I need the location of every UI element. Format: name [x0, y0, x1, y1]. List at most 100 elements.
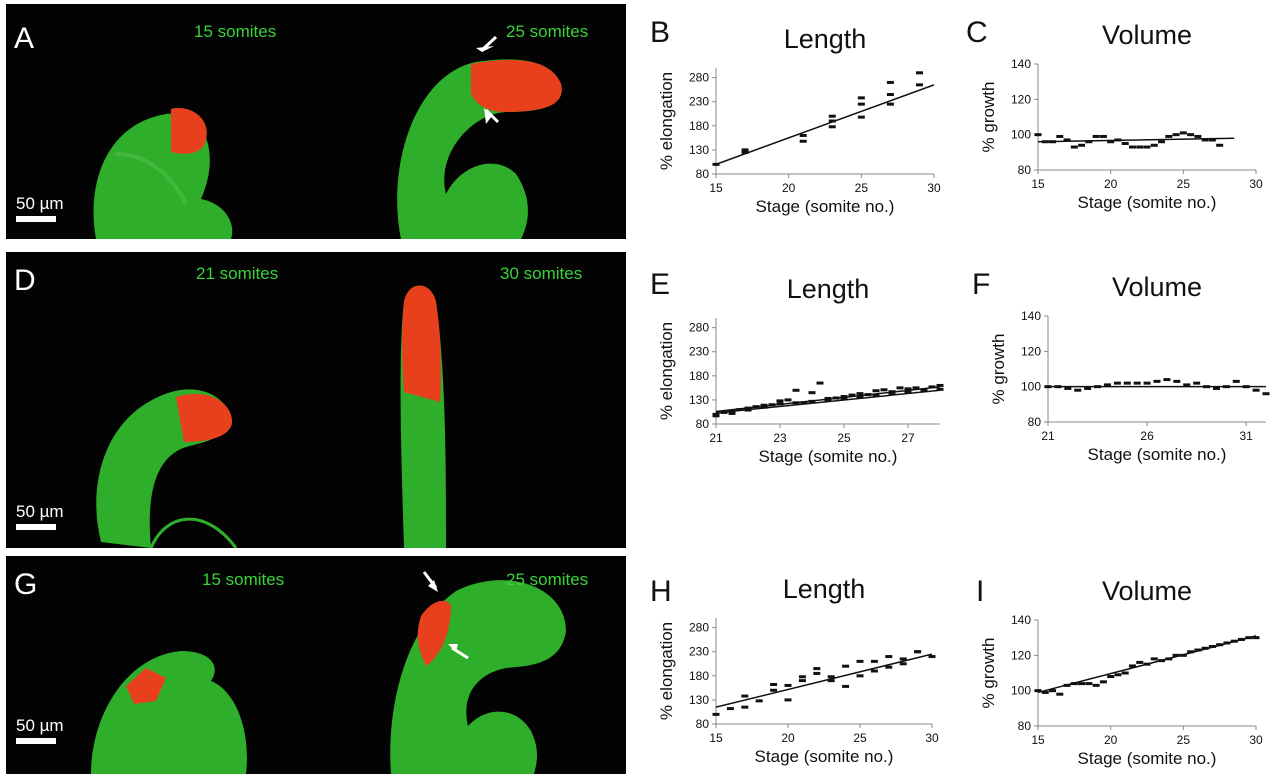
- chart-c-point: [1179, 131, 1187, 135]
- chart-e-point: [904, 387, 912, 391]
- chart-e-trendline-2: [715, 389, 941, 414]
- chart-b-point: [857, 102, 865, 106]
- chart-i-x-tick-label: 15: [1031, 733, 1045, 747]
- chart-e-y-tick-label: 230: [689, 345, 709, 359]
- photo-panel-a: A 15 somites 25 somites 50 µm: [6, 4, 626, 239]
- chart-h-point: [914, 650, 922, 654]
- chart-b-point: [741, 148, 749, 152]
- chart-e-x-tick-label: 27: [901, 431, 915, 445]
- chart-b-y-tick-label: 180: [689, 119, 709, 133]
- chart-f-x-tick-label: 21: [1041, 429, 1055, 443]
- chart-h-x-tick-label: 20: [781, 731, 795, 745]
- chart-f-point: [1133, 381, 1141, 385]
- chart-f-y-tick-label: 120: [1021, 344, 1041, 358]
- panel-letter-g: G: [14, 568, 38, 601]
- chart-i-point: [1092, 683, 1100, 687]
- embryo-image-g: [91, 571, 566, 774]
- chart-h-y-tick-label: 230: [689, 645, 709, 659]
- chart-b-point: [886, 80, 894, 84]
- chart-b-y-label: % elongation: [657, 72, 676, 170]
- chart-h-point: [928, 655, 936, 659]
- chart-i-point: [1128, 664, 1136, 668]
- chart-c-x-label: Stage (somite no.): [1078, 193, 1217, 212]
- chart-f-point: [1153, 379, 1161, 383]
- panel-letter-f: F: [972, 268, 991, 301]
- chart-c-point: [1165, 134, 1173, 138]
- embryo-image-d: [96, 285, 446, 548]
- chart-i-point: [1056, 692, 1064, 696]
- chart-f-title: Volume: [1112, 272, 1202, 302]
- chart-h-x-tick-label: 25: [853, 731, 867, 745]
- chart-e-point: [936, 383, 944, 387]
- chart-i-point: [1172, 653, 1180, 657]
- chart-e-point: [888, 392, 896, 396]
- chart-h-point: [856, 659, 864, 663]
- chart-f-point: [1084, 386, 1092, 390]
- chart-e-point: [904, 390, 912, 394]
- chart-e-x-label: Stage (somite no.): [759, 447, 898, 466]
- chart-f-y-tick-label: 100: [1021, 380, 1041, 394]
- stage-label-right: 30 somites: [500, 264, 583, 283]
- embryo-image-a: [93, 35, 562, 239]
- chart-c-point: [1136, 145, 1144, 149]
- chart-e-point: [848, 393, 856, 397]
- chart-h-point: [770, 682, 778, 686]
- chart-i-title: Volume: [1102, 576, 1192, 606]
- chart-c-y-label: % growth: [979, 82, 998, 153]
- chart-i-point: [1049, 689, 1057, 693]
- chart-b-x-label: Stage (somite no.): [756, 197, 895, 216]
- chart-i-y-tick-label: 140: [1011, 613, 1031, 627]
- chart-c-point: [1187, 133, 1195, 137]
- chart-h-point: [784, 698, 792, 702]
- chart-e-point: [840, 396, 848, 400]
- chart-e-point: [808, 391, 816, 395]
- stage-label-left: 21 somites: [196, 264, 279, 283]
- chart-f-point: [1103, 383, 1111, 387]
- panel-letter-c: C: [966, 16, 988, 49]
- chart-f-y-tick-label: 140: [1021, 309, 1041, 323]
- chart-i-point: [1114, 673, 1122, 677]
- chart-c-x-tick-label: 20: [1104, 177, 1118, 191]
- chart-h-y-tick-label: 180: [689, 669, 709, 683]
- panel-letter-i: I: [976, 575, 985, 608]
- chart-b-title: Length: [784, 24, 867, 54]
- chart-h-point: [755, 699, 763, 703]
- chart-h-point: [827, 679, 835, 683]
- chart-e-trendline: [715, 386, 941, 413]
- chart-h-trendline: [715, 653, 933, 708]
- chart-c-point: [1158, 140, 1166, 144]
- chart-h-point: [899, 657, 907, 661]
- chart-b-point: [828, 114, 836, 118]
- chart-f-point: [1262, 392, 1270, 396]
- chart-c-y-tick-label: 80: [1018, 163, 1032, 177]
- chart-b-point: [799, 139, 807, 143]
- chart-h-point: [712, 712, 720, 716]
- chart-f-point: [1074, 388, 1082, 392]
- chart-c-point: [1121, 142, 1129, 145]
- chart-h-point: [870, 669, 878, 673]
- chart-b-y-tick-label: 230: [689, 95, 709, 109]
- scale-bar: [16, 216, 56, 222]
- chart-b-x-tick-label: 25: [855, 181, 869, 195]
- chart-b-y-tick-label: 80: [696, 167, 710, 181]
- chart-e-x-tick-label: 21: [709, 431, 723, 445]
- chart-i-point: [1201, 646, 1209, 650]
- chart-e-point: [936, 387, 944, 391]
- chart-i-point: [1085, 682, 1093, 686]
- chart-h-point: [885, 665, 893, 669]
- chart-c-title: Volume: [1102, 20, 1192, 50]
- chart-i-trendline: [1037, 635, 1257, 694]
- chart-b-x-tick-label: 15: [709, 181, 723, 195]
- chart-h-point: [798, 679, 806, 683]
- stage-label-left: 15 somites: [194, 22, 277, 41]
- chart-e-point: [776, 399, 784, 403]
- chart-f-point: [1123, 381, 1131, 385]
- chart-b-point: [886, 102, 894, 106]
- chart-h-point: [784, 683, 792, 687]
- chart-c-point: [1078, 143, 1086, 147]
- chart-e-point: [872, 394, 880, 398]
- chart-c-point: [1092, 134, 1100, 138]
- chart-f-point: [1113, 381, 1121, 385]
- chart-h-x-label: Stage (somite no.): [755, 747, 894, 766]
- chart-h-point: [741, 694, 749, 698]
